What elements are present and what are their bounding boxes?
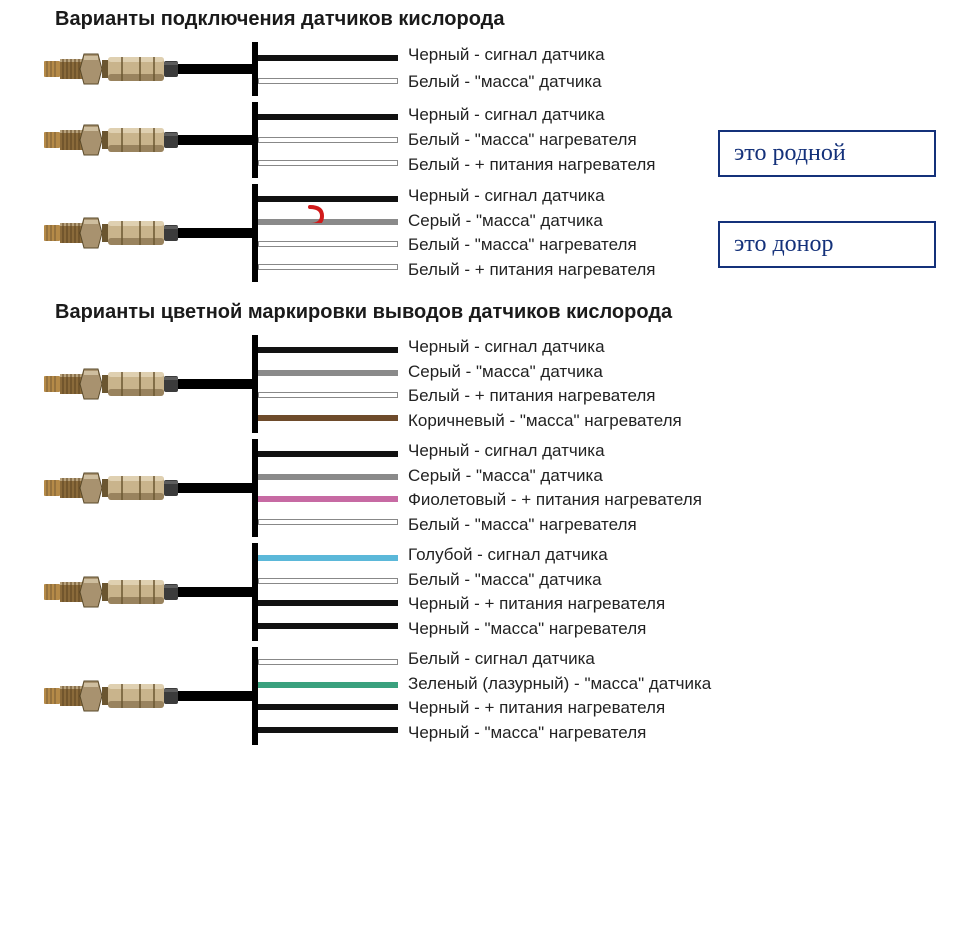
- section: Варианты цветной маркировки выводов датч…: [0, 293, 960, 756]
- sensor-cable: [212, 135, 252, 145]
- wire-label: Черный - сигнал датчика: [408, 336, 682, 358]
- oxygen-sensor-icon: [44, 671, 214, 721]
- wire-label: Белый - + питания нагревателя: [408, 259, 656, 281]
- wire-line: [258, 78, 398, 84]
- wire-label: Черный - сигнал датчика: [408, 440, 702, 462]
- wire-line: [258, 451, 398, 457]
- wires-column: [258, 184, 398, 282]
- wire-label: Черный - сигнал датчика: [408, 104, 656, 126]
- wire-labels: Черный - сигнал датчика Белый - "масса" н…: [398, 102, 656, 178]
- oxygen-sensor-icon: [44, 44, 214, 94]
- wire-line: [258, 659, 398, 665]
- wire-line: [258, 623, 398, 629]
- sensor-variant: Белый - сигнал датчика Зеленый (лазурный)…: [0, 644, 960, 748]
- wires-column: [258, 439, 398, 537]
- wire-label: Черный - "масса" нагревателя: [408, 618, 665, 640]
- wire-line: [258, 600, 398, 606]
- oxygen-sensor-icon: [44, 359, 214, 409]
- oxygen-sensor-icon: [44, 567, 214, 617]
- annotation-box: это родной: [718, 130, 936, 177]
- wire-label: Серый - "масса" датчика: [408, 361, 682, 383]
- wire-line: [258, 727, 398, 733]
- sensor-variant: Черный - сигнал датчика Белый - "масса" д…: [0, 39, 960, 99]
- wire-labels: Голубой - сигнал датчика Белый - "масса" …: [398, 543, 665, 641]
- oxygen-sensor-icon: [44, 115, 214, 165]
- wire-label: Голубой - сигнал датчика: [408, 544, 665, 566]
- wire-bundle: [252, 42, 398, 96]
- sensor-cable: [212, 228, 252, 238]
- wire-line: [258, 555, 398, 561]
- wire-label: Черный - + питания нагревателя: [408, 697, 711, 719]
- wire-line: [258, 392, 398, 398]
- wire-line: [258, 682, 398, 688]
- wire-line: [258, 241, 398, 247]
- wire-label: Белый - "масса" датчика: [408, 71, 605, 93]
- sensor-cable: [212, 483, 252, 493]
- annotation-column: это родной это донор: [718, 130, 936, 312]
- wires-column: [258, 647, 398, 745]
- wires-column: [258, 335, 398, 433]
- wire-line: [258, 519, 398, 525]
- wire-line: [258, 219, 398, 225]
- wire-labels: Белый - сигнал датчика Зеленый (лазурный)…: [398, 647, 711, 745]
- wire-labels: Черный - сигнал датчика Белый - "масса" д…: [398, 42, 605, 96]
- wire-label: Зеленый (лазурный) - "масса" датчика: [408, 673, 711, 695]
- wire-label: Коричневый - "масса" нагревателя: [408, 410, 682, 432]
- merge-bracket-icon: [308, 205, 328, 223]
- wire-line: [258, 160, 398, 166]
- wire-line: [258, 474, 398, 480]
- sensor-variant: Голубой - сигнал датчика Белый - "масса" …: [0, 540, 960, 644]
- wire-bundle: [252, 184, 398, 282]
- wire-label: Фиолетовый - + питания нагревателя: [408, 489, 702, 511]
- wire-line: [258, 704, 398, 710]
- sensor-cable: [212, 64, 252, 74]
- sensor-variant: Черный - сигнал датчика Серый - "масса" д…: [0, 436, 960, 540]
- wire-label: Белый - сигнал датчика: [408, 648, 711, 670]
- wires-column: [258, 42, 398, 96]
- wire-label: Белый - "масса" датчика: [408, 569, 665, 591]
- wire-label: Белый - "масса" нагревателя: [408, 234, 656, 256]
- wire-line: [258, 114, 398, 120]
- wire-label: Белый - "масса" нагревателя: [408, 129, 656, 151]
- wire-labels: Черный - сигнал датчика Серый - "масса" д…: [398, 439, 702, 537]
- wire-labels: Черный - сигнал датчика Серый - "масса" д…: [398, 335, 682, 433]
- wire-line: [258, 370, 398, 376]
- wire-labels: Черный - сигнал датчика Серый - "масса" д…: [398, 184, 656, 282]
- wire-line: [258, 578, 398, 584]
- wire-label: Серый - "масса" датчика: [408, 210, 656, 232]
- wire-label: Белый - + питания нагревателя: [408, 154, 656, 176]
- wire-label: Черный - сигнал датчика: [408, 185, 656, 207]
- wire-label: Черный - + питания нагревателя: [408, 593, 665, 615]
- wire-line: [258, 264, 398, 270]
- wire-line: [258, 55, 398, 61]
- wire-bundle: [252, 102, 398, 178]
- wire-label: Белый - "масса" нагревателя: [408, 514, 702, 536]
- wire-line: [258, 415, 398, 421]
- oxygen-sensor-icon: [44, 208, 214, 258]
- wire-line: [258, 496, 398, 502]
- sensor-cable: [212, 587, 252, 597]
- sensor-cable: [212, 691, 252, 701]
- wire-bundle: [252, 335, 398, 433]
- oxygen-sensor-icon: [44, 463, 214, 513]
- wire-label: Белый - + питания нагревателя: [408, 385, 682, 407]
- wire-label: Черный - сигнал датчика: [408, 44, 605, 66]
- sensor-variant: Черный - сигнал датчика Серый - "масса" д…: [0, 332, 960, 436]
- wire-line: [258, 137, 398, 143]
- annotation-box: это донор: [718, 221, 936, 268]
- wire-bundle: [252, 439, 398, 537]
- section-title: Варианты подключения датчиков кислорода: [0, 0, 960, 39]
- wire-line: [258, 347, 398, 353]
- wire-line: [258, 196, 398, 202]
- sensor-cable: [212, 379, 252, 389]
- wire-label: Черный - "масса" нагревателя: [408, 722, 711, 744]
- wires-column: [258, 102, 398, 178]
- wire-bundle: [252, 543, 398, 641]
- wire-bundle: [252, 647, 398, 745]
- wire-label: Серый - "масса" датчика: [408, 465, 702, 487]
- wires-column: [258, 543, 398, 641]
